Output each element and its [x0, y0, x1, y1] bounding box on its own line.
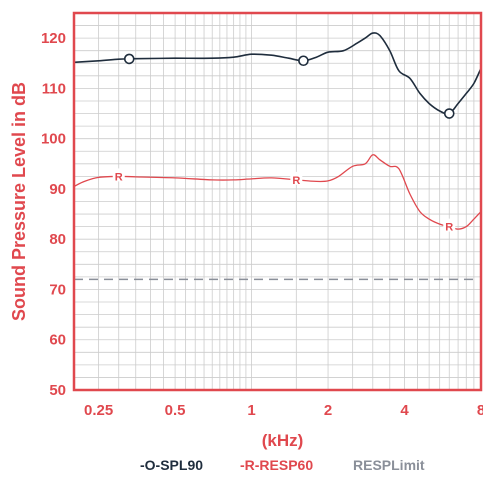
legend: -O-SPL90 -R-RESP60 RESPLimit [140, 457, 425, 473]
x-tick-label: 0.25 [84, 402, 113, 419]
y-tick-label: 110 [42, 80, 66, 97]
y-tick-label: 50 [49, 382, 66, 399]
resp60-marker-bg [443, 218, 456, 232]
spl90-line [73, 32, 482, 115]
y-tick-label: 60 [49, 332, 66, 349]
y-tick-label: 120 [41, 30, 66, 47]
y-tick-label: 100 [41, 131, 66, 148]
grid [74, 13, 481, 390]
spl90-marker [298, 55, 309, 67]
y-tick-label: 90 [49, 181, 66, 198]
plot-frame [72, 11, 483, 392]
resp60-marker: R [115, 171, 123, 183]
x-axis-label: (kHz) [262, 431, 304, 450]
resp60-marker-bg [290, 171, 303, 185]
x-tick-label: 2 [324, 402, 332, 419]
x-tick-label: 1 [247, 402, 255, 419]
y-tick-label: 70 [49, 281, 66, 298]
y-tick-label: 80 [49, 231, 66, 248]
spl90-marker [123, 53, 135, 65]
series-layer: R R R [73, 32, 482, 234]
spl90-marker [443, 108, 455, 119]
y-axis-label: Sound Pressure Level in dB [9, 82, 29, 321]
y-tick-labels: 50 60 70 80 90 100 110 120 [41, 30, 66, 399]
resp60-marker: R [445, 222, 453, 234]
x-tick-label: 8 [477, 402, 483, 419]
resp60-line [73, 154, 482, 230]
resp60-marker-bg [112, 168, 125, 182]
resp60-marker: R [292, 175, 300, 187]
legend-resp-limit: RESPLimit [353, 457, 425, 473]
legend-resp60: -R-RESP60 [240, 457, 313, 473]
x-tick-label: 0.5 [165, 402, 186, 419]
x-tick-label: 4 [400, 402, 409, 419]
legend-spl90: -O-SPL90 [140, 457, 203, 473]
x-tick-labels: 0.25 0.5 1 2 4 8 [84, 402, 483, 419]
